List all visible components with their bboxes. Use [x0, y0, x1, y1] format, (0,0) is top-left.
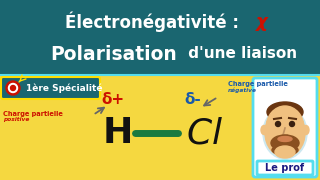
Ellipse shape — [275, 146, 295, 158]
Circle shape — [6, 81, 20, 95]
Circle shape — [9, 84, 18, 93]
Ellipse shape — [265, 109, 305, 157]
Ellipse shape — [278, 136, 292, 141]
Ellipse shape — [263, 107, 307, 159]
Text: $\mathit{Cl}$: $\mathit{Cl}$ — [187, 116, 224, 150]
Bar — [0, 75, 320, 180]
FancyBboxPatch shape — [253, 78, 317, 177]
Text: Le prof: Le prof — [265, 163, 305, 173]
Circle shape — [276, 122, 281, 127]
Text: Charge partielle: Charge partielle — [228, 81, 288, 87]
Text: négative: négative — [228, 87, 257, 93]
FancyBboxPatch shape — [257, 161, 313, 175]
Text: χ: χ — [256, 13, 268, 31]
Text: δ-: δ- — [185, 93, 201, 107]
Ellipse shape — [261, 125, 267, 134]
Circle shape — [290, 122, 294, 127]
Ellipse shape — [266, 106, 304, 150]
Circle shape — [11, 86, 15, 91]
Text: δ+: δ+ — [101, 93, 124, 107]
Text: d'une liaison: d'une liaison — [183, 46, 297, 62]
Ellipse shape — [303, 125, 309, 134]
Text: 1ère Spécialité: 1ère Spécialité — [26, 83, 102, 93]
Text: H: H — [103, 116, 133, 150]
Ellipse shape — [267, 102, 303, 122]
FancyBboxPatch shape — [1, 77, 100, 99]
Bar — [0, 0, 320, 75]
Text: Électronégativité :: Électronégativité : — [65, 12, 245, 32]
Text: Polarisation: Polarisation — [50, 44, 177, 64]
Text: positive: positive — [3, 118, 29, 123]
Ellipse shape — [272, 145, 298, 155]
Ellipse shape — [271, 135, 299, 151]
Text: Charge partielle: Charge partielle — [3, 111, 63, 117]
